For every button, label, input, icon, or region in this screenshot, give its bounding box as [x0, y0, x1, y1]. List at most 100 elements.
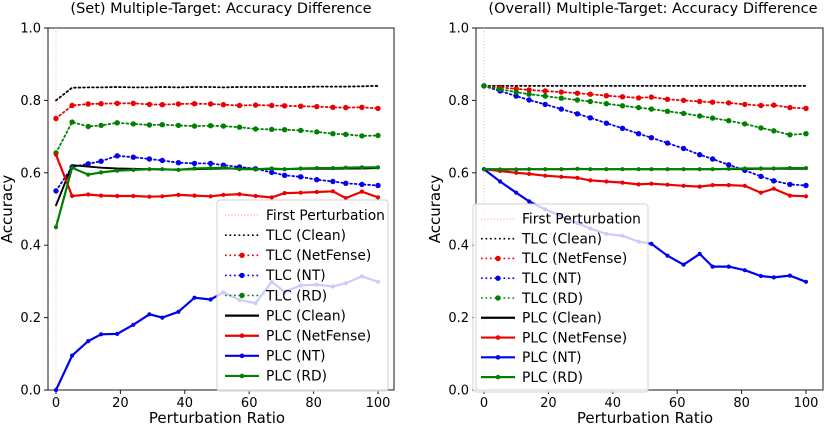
series-marker-tlc-rd: [281, 127, 288, 133]
series-marker-tlc-nt: [726, 162, 732, 168]
legend-marker-tlc-netfense: [495, 255, 501, 262]
x-axis-tick-label: 80: [305, 396, 322, 411]
series-marker-tlc-nt: [680, 145, 687, 152]
series-line-tlc-nt: [483, 85, 807, 187]
series-marker-tlc-netfense: [664, 96, 671, 103]
series-marker-tlc-rd: [114, 120, 120, 126]
legend-label-tlc-rd: TLC (RD): [521, 291, 583, 307]
series-marker-plc-netfense: [192, 193, 197, 198]
series-line-tlc-rd: [483, 85, 807, 136]
series-marker-plc-rd: [681, 167, 686, 172]
series-marker-plc-nt: [665, 253, 670, 258]
x-axis-tick-label: 100: [794, 396, 819, 411]
series-marker-plc-netfense: [298, 190, 303, 195]
series-marker-tlc-rd: [481, 83, 487, 89]
series-marker-plc-nt: [742, 268, 747, 273]
series-marker-plc-netfense: [665, 182, 670, 187]
series-marker-plc-rd: [575, 166, 580, 171]
series-marker-plc-nt: [115, 331, 120, 336]
series-marker-plc-netfense: [131, 193, 136, 199]
chart-svg: 0 20 40 60 80 100 0.0 0.2 0.4 0.6 0.8 1.0 (Overall) …: [426, 1, 824, 427]
series-marker-tlc-netfense: [697, 98, 703, 105]
x-axis-tick-label: 20: [540, 396, 557, 411]
series-marker-tlc-rd: [635, 104, 642, 111]
series-marker-plc-netfense: [343, 196, 348, 201]
series-marker-tlc-netfense: [758, 102, 764, 109]
y-axis-tick-label: 0.0: [448, 384, 469, 399]
series-line-tlc-netfense: [483, 85, 807, 110]
series-marker-tlc-rd: [603, 101, 610, 107]
series-marker-plc-rd: [359, 165, 364, 170]
x-axis-tick-label: 40: [605, 396, 622, 411]
series-marker-tlc-rd: [359, 133, 365, 139]
series-marker-tlc-rd: [314, 129, 320, 135]
series-marker-plc-netfense: [588, 178, 593, 183]
legend-label-tlc-nt: TLC (NT): [521, 271, 582, 287]
series-marker-tlc-nt: [281, 172, 288, 178]
legend-label-plc-clean: PLC (Clean): [266, 308, 346, 324]
legend-label-plc-nt: PLC (NT): [266, 349, 326, 365]
series-marker-plc-nt: [681, 262, 686, 267]
series-marker-tlc-nt: [359, 181, 365, 188]
legend-label-plc-nt: PLC (NT): [522, 350, 582, 366]
series-marker-plc-rd: [176, 167, 181, 172]
series-marker-plc-rd: [282, 167, 287, 172]
series-marker-tlc-netfense: [742, 101, 748, 108]
series-marker-tlc-netfense: [314, 103, 320, 110]
series-marker-tlc-netfense: [175, 101, 182, 107]
legend-label-first-perturbation: First Perturbation: [266, 208, 385, 224]
y-axis-tick-label: 1.0: [20, 22, 41, 37]
series-marker-plc-rd: [70, 165, 75, 170]
series-marker-plc-netfense: [99, 193, 104, 198]
series-marker-plc-rd: [269, 166, 274, 171]
legend-marker-tlc-netfense: [239, 252, 245, 258]
series-marker-tlc-rd: [207, 123, 214, 129]
series-marker-tlc-nt: [159, 157, 165, 164]
series-marker-tlc-rd: [298, 127, 304, 134]
series-marker-tlc-nt: [330, 178, 336, 185]
x-axis-tick-label: 0: [480, 396, 488, 411]
series-marker-tlc-rd: [803, 131, 809, 137]
series-marker-plc-rd: [771, 166, 776, 171]
series-marker-plc-nt: [176, 309, 181, 314]
series-marker-tlc-nt: [53, 188, 59, 194]
chart-title: (Overall) Multiple-Target: Accuracy Diff…: [488, 1, 817, 17]
series-marker-plc-rd: [192, 166, 197, 171]
series-marker-tlc-nt: [98, 158, 104, 164]
series-marker-tlc-rd: [574, 97, 581, 103]
series-marker-plc-rd: [99, 170, 104, 175]
series-marker-plc-rd: [559, 167, 564, 172]
series-marker-plc-nt: [192, 295, 197, 300]
series-marker-tlc-nt: [619, 125, 626, 131]
series-marker-tlc-nt: [314, 177, 320, 183]
series-marker-tlc-rd: [146, 122, 153, 128]
series-marker-plc-rd: [588, 167, 593, 172]
series-marker-tlc-nt: [191, 160, 198, 167]
series-marker-tlc-rd: [542, 93, 548, 99]
legend-label-tlc-clean: TLC (Clean): [265, 228, 346, 244]
legend-label-tlc-clean: TLC (Clean): [521, 231, 602, 247]
series-marker-tlc-netfense: [726, 100, 732, 106]
series-marker-tlc-netfense: [220, 102, 227, 108]
legend-label-tlc-netfense: TLC (NetFense): [521, 251, 627, 267]
series-marker-plc-rd: [527, 167, 532, 172]
series-marker-tlc-netfense: [558, 89, 564, 95]
legend-marker-tlc-rd: [239, 292, 245, 299]
series-marker-plc-rd: [208, 166, 213, 171]
series-marker-tlc-netfense: [69, 102, 75, 109]
series-marker-tlc-rd: [726, 118, 732, 124]
series-marker-plc-netfense: [330, 189, 335, 194]
legend-marker-tlc-nt: [495, 275, 501, 281]
series-marker-tlc-netfense: [53, 115, 59, 122]
series-marker-tlc-netfense: [635, 95, 642, 101]
series-marker-plc-rd: [620, 167, 625, 172]
series-marker-tlc-nt: [269, 169, 275, 176]
series-marker-tlc-nt: [635, 131, 642, 137]
chart-title: (Set) Multiple-Target: Accuracy Differen…: [70, 1, 371, 17]
series-marker-tlc-netfense: [146, 101, 153, 108]
legend-marker-plc-nt: [495, 355, 501, 360]
series-marker-plc-rd: [86, 172, 91, 177]
series-marker-plc-netfense: [697, 184, 702, 189]
y-axis-label: Accuracy: [0, 175, 16, 244]
x-axis-tick-label: 40: [177, 396, 194, 411]
